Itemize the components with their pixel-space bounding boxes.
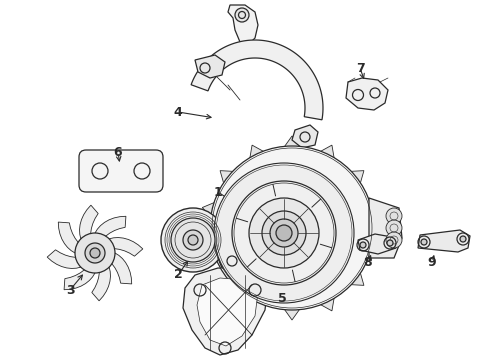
Polygon shape	[220, 171, 238, 188]
Circle shape	[262, 211, 306, 255]
Text: 9: 9	[428, 256, 436, 269]
Circle shape	[421, 239, 427, 245]
Circle shape	[387, 240, 393, 246]
Polygon shape	[191, 40, 323, 120]
Polygon shape	[249, 145, 268, 163]
Polygon shape	[195, 55, 225, 78]
Polygon shape	[220, 268, 238, 285]
Polygon shape	[197, 278, 258, 346]
Polygon shape	[112, 253, 132, 284]
Polygon shape	[218, 252, 244, 270]
Text: 2: 2	[173, 269, 182, 282]
Circle shape	[235, 8, 249, 22]
Polygon shape	[92, 267, 110, 301]
Polygon shape	[369, 198, 402, 258]
Polygon shape	[95, 216, 126, 236]
Text: 7: 7	[356, 62, 365, 75]
Polygon shape	[316, 293, 335, 311]
Text: 8: 8	[364, 256, 372, 270]
Circle shape	[386, 232, 402, 248]
Polygon shape	[202, 201, 219, 221]
Circle shape	[210, 146, 374, 310]
Circle shape	[90, 248, 100, 258]
Circle shape	[232, 181, 336, 285]
Circle shape	[276, 225, 292, 241]
Polygon shape	[292, 125, 318, 148]
Polygon shape	[249, 293, 268, 311]
Text: 4: 4	[173, 105, 182, 118]
Polygon shape	[79, 205, 98, 239]
Text: 3: 3	[66, 284, 74, 297]
FancyBboxPatch shape	[79, 150, 163, 192]
Text: 6: 6	[114, 145, 122, 158]
Polygon shape	[316, 145, 335, 163]
Polygon shape	[282, 305, 302, 320]
Polygon shape	[64, 270, 95, 290]
Circle shape	[270, 219, 298, 247]
Circle shape	[75, 233, 115, 273]
Polygon shape	[418, 230, 470, 252]
Polygon shape	[346, 268, 364, 285]
Polygon shape	[346, 171, 364, 188]
Circle shape	[183, 230, 203, 250]
Circle shape	[360, 242, 366, 248]
Polygon shape	[47, 250, 81, 269]
Polygon shape	[58, 222, 78, 253]
Polygon shape	[358, 234, 396, 254]
Circle shape	[161, 208, 225, 272]
Circle shape	[171, 218, 215, 262]
Circle shape	[85, 243, 105, 263]
Circle shape	[386, 220, 402, 236]
Polygon shape	[346, 78, 388, 110]
Polygon shape	[365, 201, 382, 221]
Polygon shape	[365, 235, 382, 255]
Text: 5: 5	[278, 292, 286, 305]
Polygon shape	[202, 235, 219, 255]
Circle shape	[214, 163, 354, 303]
Circle shape	[249, 198, 319, 268]
Circle shape	[188, 235, 198, 245]
Polygon shape	[109, 238, 143, 256]
Circle shape	[386, 208, 402, 224]
Polygon shape	[183, 268, 268, 355]
Circle shape	[460, 236, 466, 242]
Polygon shape	[228, 5, 258, 45]
Polygon shape	[282, 136, 302, 151]
Text: 1: 1	[214, 185, 222, 198]
